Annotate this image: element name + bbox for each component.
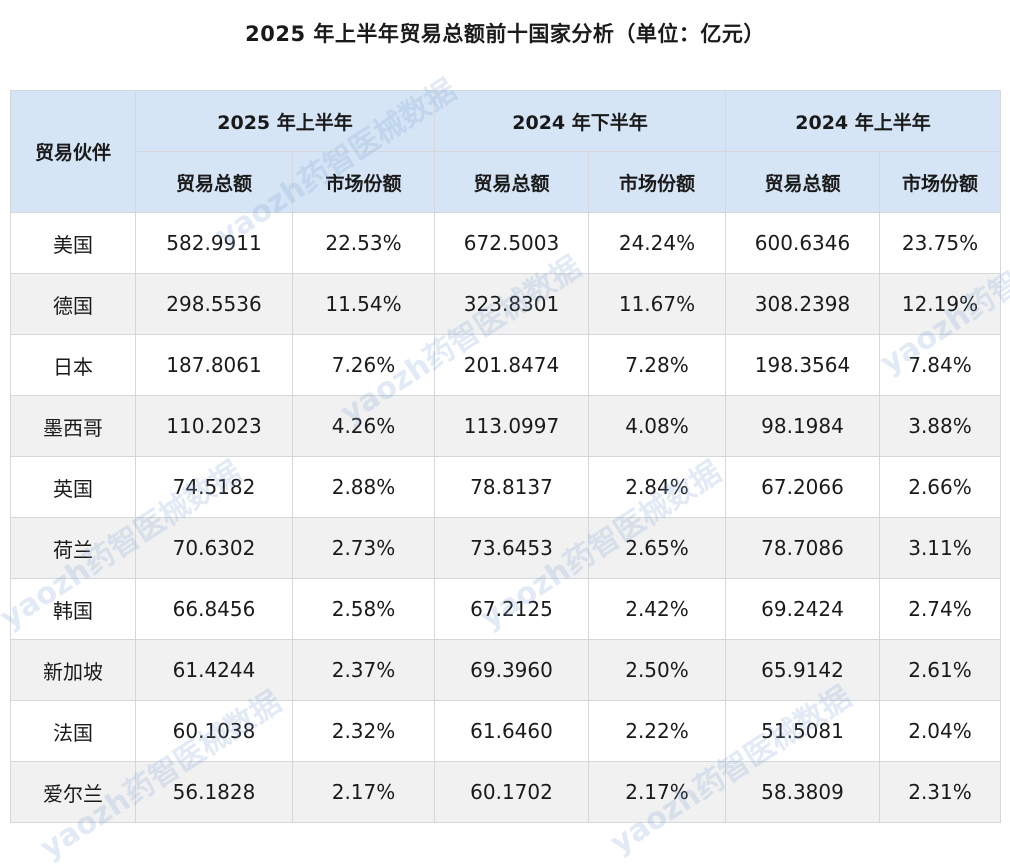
header-total: 贸易总额 [434,151,589,213]
share-cell: 24.24% [588,212,726,274]
share-cell: 2.04% [879,700,1001,762]
table-row: 日本 187.8061 7.26% 201.8474 7.28% 198.356… [10,334,1001,396]
table-row: 新加坡 61.4244 2.37% 69.3960 2.50% 65.9142 … [10,639,1001,701]
header-period-2025h1: 2025 年上半年 [135,90,435,152]
total-cell: 78.7086 [725,517,880,579]
total-cell: 78.8137 [434,456,589,518]
total-cell: 65.9142 [725,639,880,701]
share-cell: 12.19% [879,273,1001,335]
share-cell: 7.28% [588,334,726,396]
share-cell: 2.61% [879,639,1001,701]
table-body: 美国 582.9911 22.53% 672.5003 24.24% 600.6… [10,212,1001,823]
share-cell: 4.08% [588,395,726,457]
share-cell: 2.73% [292,517,435,579]
share-cell: 7.26% [292,334,435,396]
country-cell: 新加坡 [10,639,136,701]
header-partner: 贸易伙伴 [10,90,136,213]
header-row-periods: 贸易伙伴 2025 年上半年 2024 年下半年 2024 年上半年 [10,90,1001,213]
header-total: 贸易总额 [135,151,293,213]
total-cell: 70.6302 [135,517,293,579]
total-cell: 187.8061 [135,334,293,396]
share-cell: 22.53% [292,212,435,274]
total-cell: 323.8301 [434,273,589,335]
share-cell: 2.74% [879,578,1001,640]
total-cell: 201.8474 [434,334,589,396]
total-cell: 198.3564 [725,334,880,396]
country-cell: 韩国 [10,578,136,640]
country-cell: 英国 [10,456,136,518]
table-row: 法国 60.1038 2.32% 61.6460 2.22% 51.5081 2… [10,700,1001,762]
total-cell: 60.1702 [434,761,589,823]
total-cell: 672.5003 [434,212,589,274]
header-total: 贸易总额 [725,151,880,213]
share-cell: 7.84% [879,334,1001,396]
table-row: 爱尔兰 56.1828 2.17% 60.1702 2.17% 58.3809 … [10,761,1001,823]
share-cell: 2.50% [588,639,726,701]
country-cell: 日本 [10,334,136,396]
total-cell: 600.6346 [725,212,880,274]
total-cell: 73.6453 [434,517,589,579]
share-cell: 2.17% [292,761,435,823]
total-cell: 60.1038 [135,700,293,762]
country-cell: 荷兰 [10,517,136,579]
share-cell: 2.17% [588,761,726,823]
trade-table: 贸易伙伴 2025 年上半年 2024 年下半年 2024 年上半年 贸易总额 … [10,90,1001,823]
country-cell: 墨西哥 [10,395,136,457]
header-period-2024h1: 2024 年上半年 [725,90,1001,152]
total-cell: 113.0997 [434,395,589,457]
table-row: 韩国 66.8456 2.58% 67.2125 2.42% 69.2424 2… [10,578,1001,640]
header-share: 市场份额 [292,151,435,213]
share-cell: 11.67% [588,273,726,335]
share-cell: 2.58% [292,578,435,640]
header-period-2024h2: 2024 年下半年 [434,90,726,152]
table-row: 美国 582.9911 22.53% 672.5003 24.24% 600.6… [10,212,1001,274]
total-cell: 98.1984 [725,395,880,457]
total-cell: 61.6460 [434,700,589,762]
share-cell: 2.22% [588,700,726,762]
share-cell: 2.66% [879,456,1001,518]
share-cell: 2.88% [292,456,435,518]
total-cell: 69.2424 [725,578,880,640]
share-cell: 3.11% [879,517,1001,579]
country-cell: 美国 [10,212,136,274]
table-header: 贸易伙伴 2025 年上半年 2024 年下半年 2024 年上半年 贸易总额 … [10,90,1001,213]
total-cell: 69.3960 [434,639,589,701]
share-cell: 2.65% [588,517,726,579]
header-share: 市场份额 [879,151,1001,213]
country-cell: 爱尔兰 [10,761,136,823]
total-cell: 61.4244 [135,639,293,701]
share-cell: 23.75% [879,212,1001,274]
share-cell: 3.88% [879,395,1001,457]
share-cell: 2.37% [292,639,435,701]
total-cell: 582.9911 [135,212,293,274]
country-cell: 法国 [10,700,136,762]
total-cell: 51.5081 [725,700,880,762]
table-title: 2025 年上半年贸易总额前十国家分析（单位：亿元） [245,22,765,46]
share-cell: 2.31% [879,761,1001,823]
table-row: 墨西哥 110.2023 4.26% 113.0997 4.08% 98.198… [10,395,1001,457]
table-row: 英国 74.5182 2.88% 78.8137 2.84% 67.2066 2… [10,456,1001,518]
share-cell: 2.32% [292,700,435,762]
total-cell: 308.2398 [725,273,880,335]
share-cell: 2.42% [588,578,726,640]
share-cell: 2.84% [588,456,726,518]
total-cell: 66.8456 [135,578,293,640]
table-row: 荷兰 70.6302 2.73% 73.6453 2.65% 78.7086 3… [10,517,1001,579]
total-cell: 58.3809 [725,761,880,823]
total-cell: 67.2066 [725,456,880,518]
share-cell: 4.26% [292,395,435,457]
table-row: 德国 298.5536 11.54% 323.8301 11.67% 308.2… [10,273,1001,335]
total-cell: 110.2023 [135,395,293,457]
total-cell: 67.2125 [434,578,589,640]
total-cell: 56.1828 [135,761,293,823]
total-cell: 74.5182 [135,456,293,518]
header-share: 市场份额 [588,151,726,213]
total-cell: 298.5536 [135,273,293,335]
header-row-metrics: 贸易总额 市场份额 贸易总额 市场份额 贸易总额 市场份额 [11,151,1001,213]
share-cell: 11.54% [292,273,435,335]
country-cell: 德国 [10,273,136,335]
